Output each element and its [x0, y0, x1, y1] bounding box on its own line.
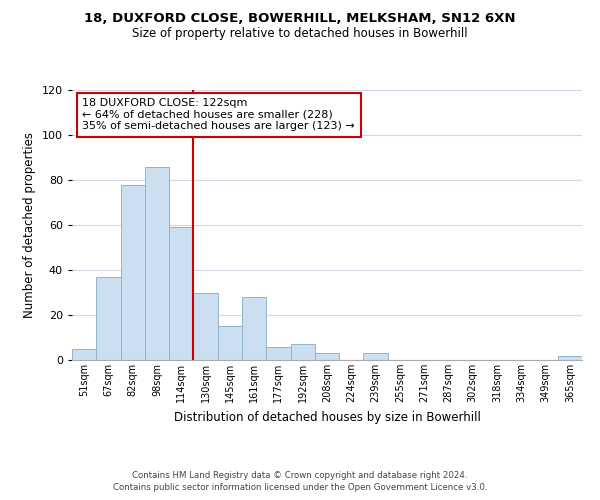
Bar [315, 353, 339, 360]
Bar [72, 349, 96, 360]
Bar [266, 346, 290, 360]
Bar [96, 277, 121, 360]
Bar [169, 227, 193, 360]
Bar [290, 344, 315, 360]
Bar [218, 326, 242, 360]
Text: 18, DUXFORD CLOSE, BOWERHILL, MELKSHAM, SN12 6XN: 18, DUXFORD CLOSE, BOWERHILL, MELKSHAM, … [84, 12, 516, 26]
Text: Size of property relative to detached houses in Bowerhill: Size of property relative to detached ho… [132, 28, 468, 40]
Bar [193, 292, 218, 360]
Y-axis label: Number of detached properties: Number of detached properties [23, 132, 36, 318]
X-axis label: Distribution of detached houses by size in Bowerhill: Distribution of detached houses by size … [173, 410, 481, 424]
Bar [242, 297, 266, 360]
Bar [145, 166, 169, 360]
Text: Contains public sector information licensed under the Open Government Licence v3: Contains public sector information licen… [113, 483, 487, 492]
Bar [364, 353, 388, 360]
Text: Contains HM Land Registry data © Crown copyright and database right 2024.: Contains HM Land Registry data © Crown c… [132, 472, 468, 480]
Bar [121, 184, 145, 360]
Bar [558, 356, 582, 360]
Text: 18 DUXFORD CLOSE: 122sqm
← 64% of detached houses are smaller (228)
35% of semi-: 18 DUXFORD CLOSE: 122sqm ← 64% of detach… [82, 98, 355, 132]
